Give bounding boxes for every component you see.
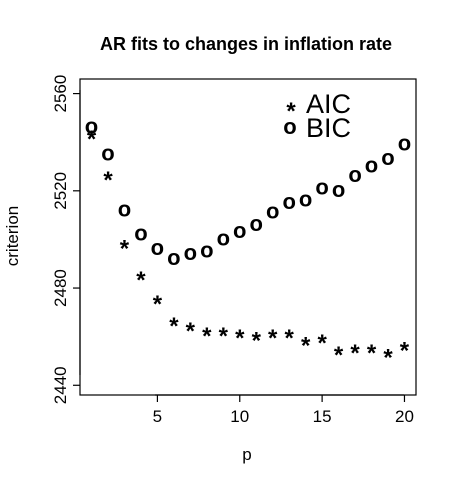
x-tick-label: 15 bbox=[313, 407, 332, 426]
legend-aic-label: AIC bbox=[306, 89, 351, 119]
y-tick-label: 2440 bbox=[51, 366, 70, 404]
bic-point: o bbox=[332, 177, 345, 202]
aic-point: * bbox=[136, 267, 146, 294]
y-ticks: 2440 2480 2520 2560 bbox=[51, 75, 80, 404]
bic-point: o bbox=[299, 187, 312, 212]
legend-bic-label: BIC bbox=[306, 113, 351, 143]
bic-point: o bbox=[365, 153, 378, 178]
aic-point: * bbox=[400, 337, 410, 364]
x-tick-label: 5 bbox=[153, 407, 162, 426]
bic-point: o bbox=[398, 131, 411, 156]
bic-point: o bbox=[217, 225, 230, 250]
aic-point: * bbox=[87, 126, 97, 153]
aic-point: * bbox=[268, 325, 278, 352]
bic-point: o bbox=[381, 145, 394, 170]
x-axis-label: p bbox=[242, 445, 251, 464]
bic-point: o bbox=[250, 211, 263, 236]
aic-point: * bbox=[186, 318, 196, 345]
aic-point: * bbox=[350, 340, 360, 367]
bic-point: o bbox=[348, 162, 361, 187]
bic-point: o bbox=[184, 240, 197, 265]
legend: * AIC o BIC bbox=[283, 89, 351, 143]
y-tick-label: 2520 bbox=[51, 172, 70, 210]
bic-point: o bbox=[282, 189, 295, 214]
y-tick-label: 2480 bbox=[51, 269, 70, 307]
aic-point: * bbox=[285, 325, 295, 352]
plot-frame bbox=[79, 78, 417, 396]
bic-point: o bbox=[266, 199, 279, 224]
y-axis-label: criterion bbox=[3, 206, 22, 266]
aic-point: * bbox=[153, 291, 163, 318]
aic-point: * bbox=[235, 325, 245, 352]
bic-point: o bbox=[315, 174, 328, 199]
bic-point: o bbox=[151, 235, 164, 260]
bic-point: o bbox=[134, 221, 147, 246]
bic-point: o bbox=[167, 245, 180, 270]
bic-point: o bbox=[85, 114, 98, 139]
y-tick-label: 2560 bbox=[51, 75, 70, 113]
aic-point: * bbox=[103, 167, 113, 194]
aic-point: * bbox=[367, 340, 377, 367]
legend-bic-marker: o bbox=[283, 114, 296, 139]
aic-point: * bbox=[202, 323, 212, 350]
chart-title: AR fits to changes in inflation rate bbox=[100, 34, 392, 54]
aic-point: * bbox=[219, 323, 229, 350]
aic-point: * bbox=[383, 345, 393, 372]
bic-point: o bbox=[233, 218, 246, 243]
aic-point: * bbox=[169, 313, 179, 340]
x-ticks: 5 10 15 20 bbox=[153, 395, 414, 426]
bic-point: o bbox=[200, 238, 213, 263]
bic-point: o bbox=[118, 196, 131, 221]
x-tick-label: 20 bbox=[395, 407, 414, 426]
aic-point: * bbox=[120, 235, 130, 262]
aic-point: * bbox=[301, 333, 311, 360]
aic-point: * bbox=[317, 330, 327, 357]
x-tick-label: 10 bbox=[230, 407, 249, 426]
aic-point: * bbox=[252, 328, 262, 355]
aic-point: * bbox=[334, 342, 344, 369]
legend-aic-marker: * bbox=[286, 98, 296, 125]
bic-point: o bbox=[101, 140, 114, 165]
